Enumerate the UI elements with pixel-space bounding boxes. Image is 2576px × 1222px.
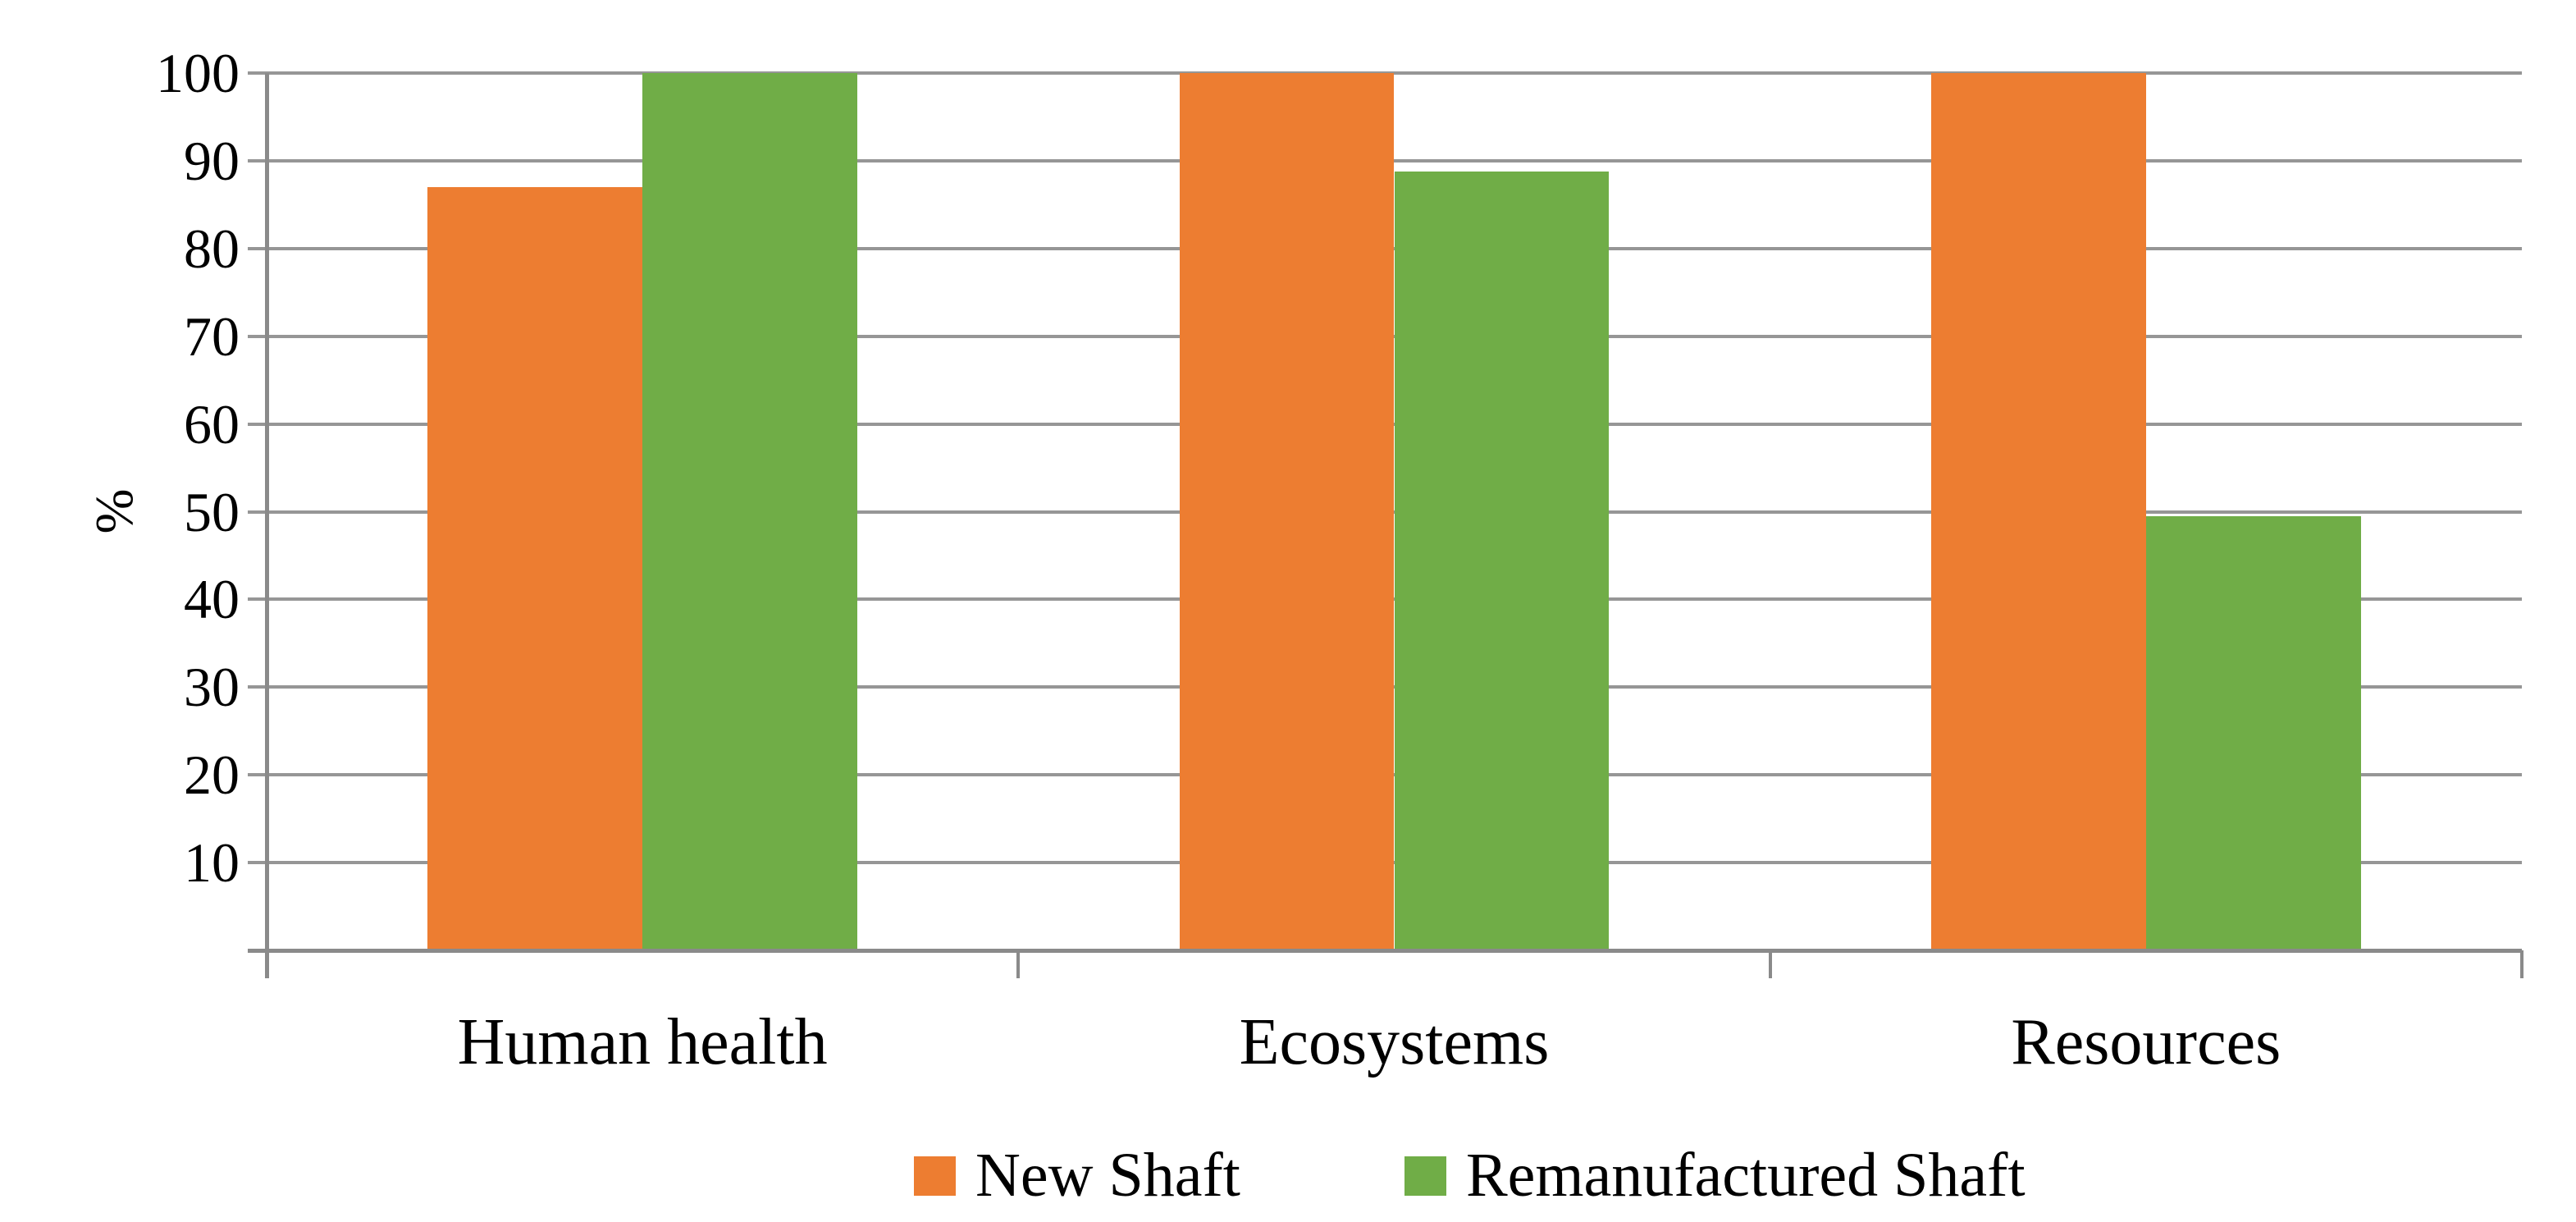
bar-remanufactured-shaft-resources	[2145, 515, 2361, 950]
y-tick-label-80: 80	[184, 217, 240, 280]
x-axis-tick-0	[265, 950, 268, 978]
y-axis-line	[265, 73, 269, 978]
y-tick-label-10: 10	[184, 831, 240, 895]
bar-new-shaft-ecosystems	[1179, 73, 1395, 950]
y-tick-label-70: 70	[184, 304, 240, 368]
legend-swatch-remanufactured-shaft	[1404, 1156, 1446, 1196]
y-tick-label-50: 50	[184, 480, 240, 543]
legend-item-remanufactured-shaft: Remanufactured Shaft	[1404, 1137, 2026, 1215]
legend: New Shaft Remanufactured Shaft	[914, 1137, 2026, 1215]
x-axis-line	[248, 949, 2522, 953]
bar-new-shaft-resources	[1931, 73, 2146, 950]
category-label-human-health: Human health	[457, 1006, 828, 1078]
legend-label-new-shaft: New Shaft	[975, 1141, 1240, 1210]
x-axis-tick-2	[1768, 950, 1772, 978]
plot-area	[248, 71, 2523, 978]
y-tick-label-30: 30	[184, 656, 240, 719]
legend-item-new-shaft: New Shaft	[914, 1137, 1240, 1215]
y-tick-label-20: 20	[184, 744, 240, 807]
bar-new-shaft-human-health	[427, 186, 643, 950]
y-tick-label-40: 40	[184, 568, 240, 631]
y-tick-label-60: 60	[184, 392, 240, 455]
bar-remanufactured-shaft-human-health	[642, 73, 857, 950]
x-axis-tick-1	[1016, 950, 1021, 978]
y-tick-label-90: 90	[184, 129, 240, 192]
bar-remanufactured-shaft-ecosystems	[1394, 171, 1610, 950]
legend-label-remanufactured-shaft: Remanufactured Shaft	[1465, 1141, 2026, 1210]
category-label-resources: Resources	[2011, 1006, 2281, 1078]
y-tick-label-100: 100	[156, 42, 240, 104]
x-axis-tick-3	[2520, 950, 2523, 978]
legend-swatch-new-shaft	[914, 1156, 956, 1196]
category-label-ecosystems: Ecosystems	[1239, 1006, 1550, 1078]
